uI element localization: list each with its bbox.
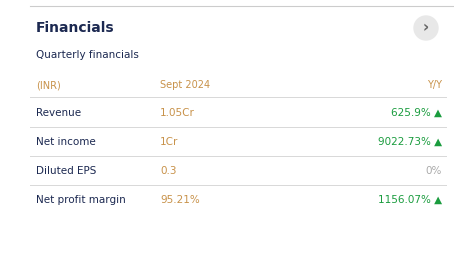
Text: 0.3: 0.3 — [160, 166, 177, 176]
Text: Sept 2024: Sept 2024 — [160, 80, 210, 90]
Text: Diluted EPS: Diluted EPS — [36, 166, 96, 176]
Text: 1156.07% ▲: 1156.07% ▲ — [378, 195, 442, 205]
Text: Financials: Financials — [36, 21, 114, 35]
Text: 1Cr: 1Cr — [160, 137, 178, 147]
Text: 625.9% ▲: 625.9% ▲ — [391, 108, 442, 118]
Circle shape — [414, 16, 438, 40]
Text: Revenue: Revenue — [36, 108, 81, 118]
Text: 95.21%: 95.21% — [160, 195, 200, 205]
Text: 9022.73% ▲: 9022.73% ▲ — [378, 137, 442, 147]
Text: Quarterly financials: Quarterly financials — [36, 50, 139, 60]
Text: 1.05Cr: 1.05Cr — [160, 108, 195, 118]
Text: Net profit margin: Net profit margin — [36, 195, 126, 205]
Text: (INR): (INR) — [36, 80, 61, 90]
Text: Y/Y: Y/Y — [427, 80, 442, 90]
Text: 0%: 0% — [426, 166, 442, 176]
Text: ›: › — [423, 21, 429, 35]
Text: Net income: Net income — [36, 137, 96, 147]
